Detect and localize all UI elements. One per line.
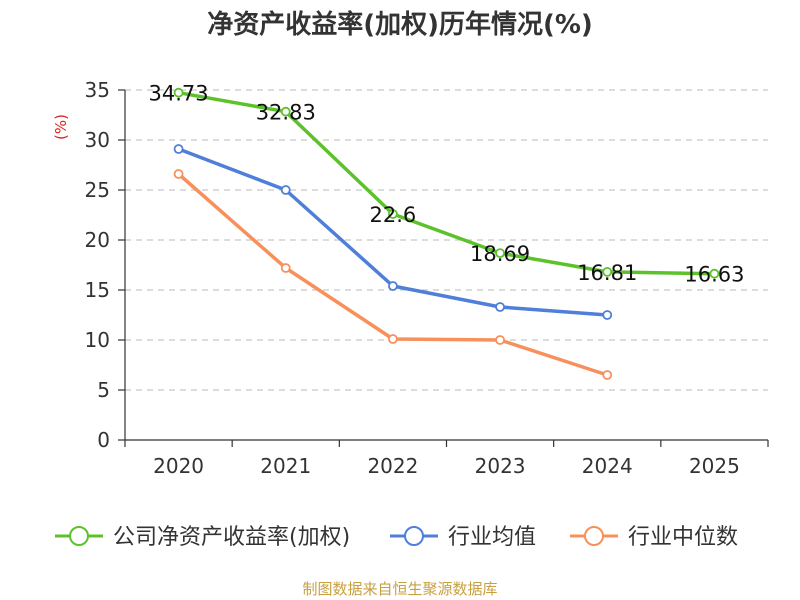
legend-item-1: 行业均值 bbox=[390, 525, 536, 550]
data-label: 16.81 bbox=[577, 261, 637, 285]
y-tick-label: 5 bbox=[97, 378, 110, 402]
data-point bbox=[495, 248, 505, 259]
y-axis-unit: (%) bbox=[52, 114, 70, 140]
data-point bbox=[602, 266, 613, 277]
x-tick-label: 2023 bbox=[475, 454, 526, 478]
data-label: 34.73 bbox=[149, 82, 209, 106]
data-point bbox=[388, 281, 398, 291]
x-tick-label: 2020 bbox=[153, 454, 204, 478]
data-labels: 34.73 32.83 22.6 18.69 16.81 16.63 bbox=[149, 82, 745, 287]
data-point bbox=[173, 87, 184, 98]
data-point bbox=[173, 144, 184, 154]
data-point bbox=[280, 106, 291, 117]
data-point bbox=[388, 334, 398, 344]
legend-label: 行业均值 bbox=[448, 525, 536, 550]
source-note: 制图数据来自恒生聚源数据库 bbox=[302, 580, 497, 598]
legend-label: 行业中位数 bbox=[628, 525, 738, 550]
chart-title: 净资产收益率(加权)历年情况(%) bbox=[207, 9, 593, 40]
x-tick-label: 2021 bbox=[260, 454, 311, 478]
data-point bbox=[602, 370, 613, 380]
legend-marker bbox=[404, 526, 424, 546]
data-label: 18.69 bbox=[470, 242, 530, 266]
data-label: 16.63 bbox=[684, 263, 744, 287]
grid-lines bbox=[125, 89, 768, 391]
legend-marker bbox=[69, 526, 89, 546]
data-point bbox=[173, 169, 184, 179]
y-tick-label: 30 bbox=[85, 128, 110, 152]
y-tick-label: 15 bbox=[85, 278, 110, 302]
legend-item-2: 行业中位数 bbox=[570, 525, 738, 550]
x-tick-label: 2025 bbox=[689, 454, 740, 478]
data-label: 22.6 bbox=[370, 203, 417, 227]
x-tick-label: 2022 bbox=[367, 454, 418, 478]
legend-label: 公司净资产收益率(加权) bbox=[113, 525, 350, 550]
data-point bbox=[495, 335, 505, 345]
x-tick-label: 2024 bbox=[582, 454, 633, 478]
legend-item-0: 公司净资产收益率(加权) bbox=[55, 525, 350, 550]
legend: 公司净资产收益率(加权) 行业均值 行业中位数 bbox=[55, 525, 738, 550]
series-lines bbox=[173, 87, 720, 380]
y-tick-label: 0 bbox=[97, 428, 110, 452]
data-point bbox=[280, 263, 291, 273]
legend-marker bbox=[584, 526, 604, 546]
data-label: 32.83 bbox=[256, 101, 316, 125]
y-tick-label: 35 bbox=[85, 78, 110, 102]
data-point bbox=[388, 209, 398, 219]
series-line-0 bbox=[176, 90, 717, 276]
y-tick-label: 20 bbox=[85, 228, 110, 252]
data-point bbox=[709, 268, 720, 279]
y-tick-label: 10 bbox=[85, 328, 110, 352]
data-point bbox=[602, 310, 613, 320]
y-tick-label: 25 bbox=[85, 178, 110, 202]
data-point bbox=[495, 302, 505, 312]
data-point bbox=[280, 185, 291, 195]
